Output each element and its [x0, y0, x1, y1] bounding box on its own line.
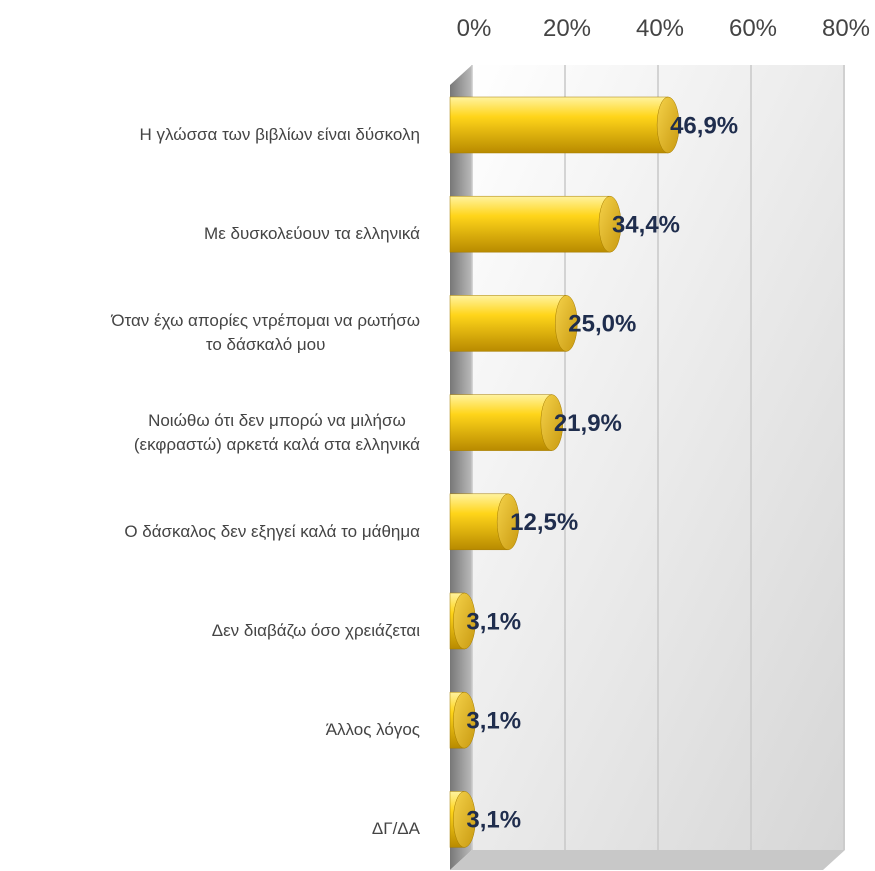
category-label: Νοιώθω ότι δεν μπορώ να μιλήσω (εκφραστώ…	[133, 410, 420, 454]
bar-cap	[453, 592, 476, 650]
x-tick-label: 0%	[457, 15, 492, 42]
bar-cap	[555, 295, 578, 352]
x-tick-label: 60%	[729, 15, 777, 42]
value-label: 25,0%	[568, 311, 636, 338]
category-label: ΔΓ/ΔΑ	[371, 819, 420, 839]
x-tick-label: 20%	[543, 15, 591, 42]
bar-body	[449, 295, 567, 352]
category-label: Δεν διαβάζω όσο χρειάζεται	[211, 621, 420, 640]
value-label: 12,5%	[510, 509, 578, 536]
bar-body	[449, 195, 611, 253]
category-label: Όταν έχω απορίες ντρέπομαι να ρωτήσω το …	[111, 311, 420, 355]
bar	[449, 295, 578, 352]
value-label: 3,1%	[466, 608, 521, 635]
bar	[449, 96, 680, 154]
category-label: Η γλώσσα των βιβλίων είναι δύσκολη	[139, 125, 420, 144]
category-label: Με δυσκολεύουν τα ελληνικά	[204, 224, 420, 244]
bar-cap	[540, 394, 564, 451]
bar-cap	[496, 493, 520, 551]
bar-cap	[656, 96, 680, 154]
bar-cap	[453, 691, 476, 749]
x-tick-label: 40%	[636, 15, 684, 42]
value-label: 3,1%	[466, 807, 521, 834]
bar	[449, 394, 564, 451]
floor	[450, 850, 845, 870]
value-label: 46,9%	[670, 112, 738, 139]
value-label: 21,9%	[554, 410, 622, 437]
bar-cap	[598, 195, 622, 253]
x-tick-label: 80%	[822, 15, 870, 42]
value-label: 3,1%	[466, 708, 521, 735]
bar-body	[449, 394, 553, 451]
bar	[449, 791, 476, 848]
side-wall	[450, 65, 472, 870]
bar-cap	[453, 791, 476, 848]
bar	[449, 195, 622, 253]
bar	[449, 493, 520, 551]
bar	[449, 592, 476, 650]
bar	[449, 691, 476, 749]
category-label: Άλλος λόγος	[325, 720, 420, 740]
category-label: Ο δάσκαλος δεν εξηγεί καλά το μάθημα	[124, 521, 420, 541]
bar-body	[449, 96, 669, 154]
value-label: 34,4%	[612, 212, 680, 239]
